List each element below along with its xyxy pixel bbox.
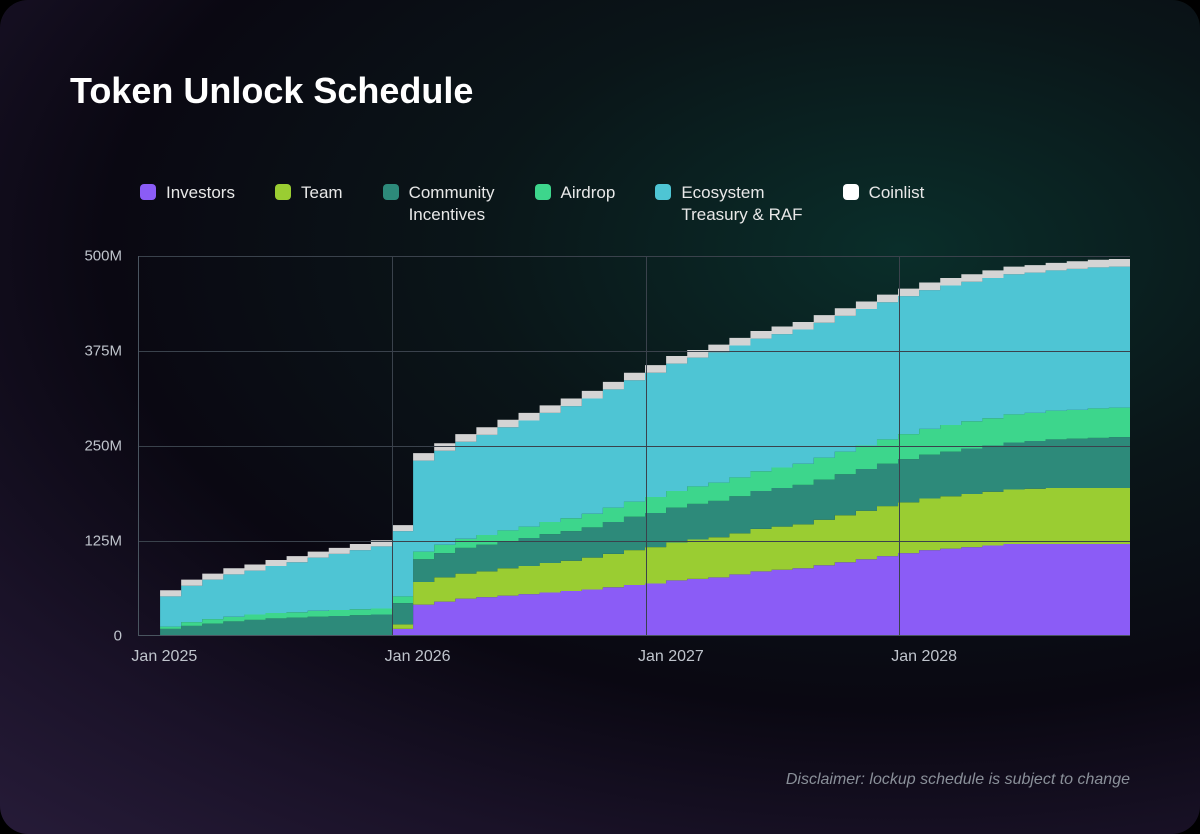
legend-swatch — [275, 184, 291, 200]
gridline-v — [899, 256, 900, 635]
legend-swatch — [140, 184, 156, 200]
x-tick-label: Jan 2027 — [638, 648, 704, 666]
legend-label: Investors — [166, 182, 235, 204]
legend-swatch — [655, 184, 671, 200]
legend-item: Airdrop — [535, 182, 616, 204]
legend-swatch — [535, 184, 551, 200]
y-tick-label: 250M — [84, 438, 122, 455]
legend-label: Community Incentives — [409, 182, 495, 226]
legend-item: Coinlist — [843, 182, 925, 204]
y-tick-label: 500M — [84, 248, 122, 265]
x-tick-label: Jan 2025 — [131, 648, 197, 666]
legend-label: Team — [301, 182, 343, 204]
legend-label: Airdrop — [561, 182, 616, 204]
gridline-v — [392, 256, 393, 635]
chart-card: Token Unlock Schedule Investors Team Commu… — [0, 0, 1200, 834]
legend: Investors Team Community Incentives Airdrop… — [70, 182, 1130, 226]
y-tick-label: 375M — [84, 343, 122, 360]
chart-area: 0125M250M375M500M Jan 2025Jan 2026Jan 20… — [70, 256, 1130, 688]
y-tick-label: 0 — [114, 628, 122, 645]
x-axis: Jan 2025Jan 2026Jan 2027Jan 2028 — [138, 648, 1130, 688]
legend-item: Community Incentives — [383, 182, 495, 226]
legend-swatch — [843, 184, 859, 200]
legend-item: Team — [275, 182, 343, 204]
disclaimer-text: Disclaimer: lockup schedule is subject t… — [786, 771, 1130, 789]
legend-item: Investors — [140, 182, 235, 204]
chart-title: Token Unlock Schedule — [70, 70, 1130, 112]
y-tick-label: 125M — [84, 533, 122, 550]
gridline-v — [646, 256, 647, 635]
x-tick-label: Jan 2026 — [385, 648, 451, 666]
legend-label: Ecosystem Treasury & RAF — [681, 182, 802, 226]
x-tick-label: Jan 2028 — [891, 648, 957, 666]
legend-label: Coinlist — [869, 182, 925, 204]
gridline-h — [139, 351, 1130, 352]
y-axis: 0125M250M375M500M — [70, 256, 130, 636]
gridline-h — [139, 446, 1130, 447]
legend-swatch — [383, 184, 399, 200]
plot — [138, 256, 1130, 636]
legend-item: Ecosystem Treasury & RAF — [655, 182, 802, 226]
gridline-h — [139, 256, 1130, 257]
gridline-h — [139, 541, 1130, 542]
